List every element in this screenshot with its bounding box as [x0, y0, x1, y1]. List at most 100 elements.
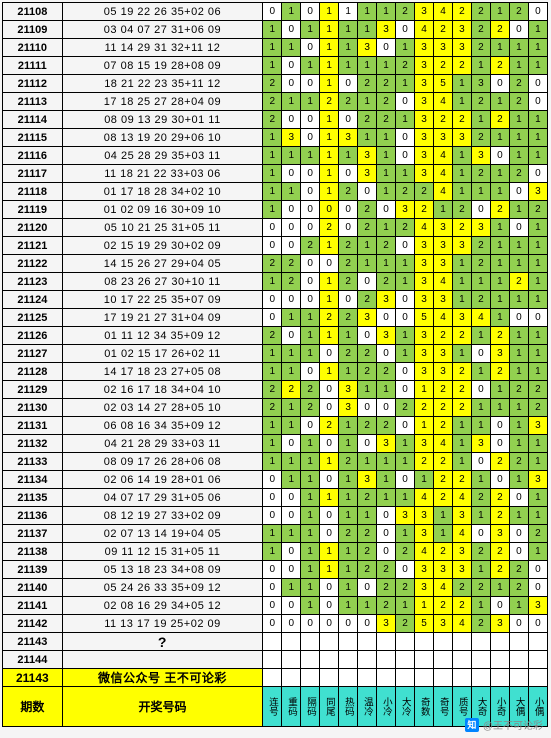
- stat-cell: 0: [377, 507, 396, 525]
- stat-cell: 3: [339, 399, 358, 417]
- stat-cell: 1: [282, 39, 301, 57]
- stat-cell: 0: [339, 201, 358, 219]
- stat-cell: 1: [528, 363, 547, 381]
- stat-cell: 0: [339, 111, 358, 129]
- stat-cell: 2: [452, 327, 471, 345]
- stat-cell: 2: [377, 417, 396, 435]
- stat-cell: [471, 651, 490, 669]
- header-draw: 开奖号码: [62, 687, 263, 727]
- stat-cell: 1: [452, 147, 471, 165]
- stat-cell: 3: [434, 129, 453, 147]
- stat-cell: 3: [452, 129, 471, 147]
- stat-cell: 0: [490, 471, 509, 489]
- stat-cell: 3: [415, 129, 434, 147]
- stat-cell: 1: [320, 3, 339, 21]
- stat-cell: 1: [301, 453, 320, 471]
- data-row: 2111901 02 09 16 30+09 10100002032120212: [3, 201, 548, 219]
- stat-cell: 1: [471, 363, 490, 381]
- stat-cell: [282, 669, 301, 687]
- stat-cell: 2: [358, 345, 377, 363]
- stat-cell: 0: [509, 309, 528, 327]
- stat-cell: 2: [396, 615, 415, 633]
- stat-cell: 0: [282, 543, 301, 561]
- stat-cell: 2: [434, 417, 453, 435]
- stat-cell: 2: [509, 75, 528, 93]
- stat-cell: [377, 633, 396, 651]
- stat-cell: 0: [263, 579, 282, 597]
- stat-cell: 0: [301, 615, 320, 633]
- stat-cell: 2: [490, 57, 509, 75]
- stat-cell: 1: [471, 507, 490, 525]
- period-id: 21126: [3, 327, 63, 345]
- stat-cell: 0: [320, 255, 339, 273]
- data-row: 2113106 08 16 34 35+09 12110212201211013: [3, 417, 548, 435]
- stat-cell: 2: [509, 273, 528, 291]
- draw-numbers: 10 17 22 25 35+07 09: [62, 291, 263, 309]
- stat-cell: 1: [396, 525, 415, 543]
- stat-cell: 1: [263, 453, 282, 471]
- stat-cell: 1: [471, 183, 490, 201]
- stat-cell: 1: [528, 453, 547, 471]
- stat-cell: 2: [358, 75, 377, 93]
- stat-cell: 0: [490, 435, 509, 453]
- stat-cell: 2: [434, 453, 453, 471]
- period-id: 21108: [3, 3, 63, 21]
- stat-cell: 1: [528, 219, 547, 237]
- stat-cell: 2: [377, 273, 396, 291]
- stat-cell: 0: [301, 291, 320, 309]
- stat-cell: 4: [434, 579, 453, 597]
- stat-cell: 3: [528, 597, 547, 615]
- stat-cell: 1: [282, 309, 301, 327]
- stat-cell: 1: [452, 417, 471, 435]
- stat-cell: 0: [301, 417, 320, 435]
- stat-cell: 1: [452, 75, 471, 93]
- stat-cell: 1: [263, 525, 282, 543]
- stat-cell: 1: [528, 21, 547, 39]
- stat-cell: 1: [263, 39, 282, 57]
- stat-cell: 1: [471, 273, 490, 291]
- stat-cell: [282, 651, 301, 669]
- period-id: 21129: [3, 381, 63, 399]
- stat-cell: 1: [528, 129, 547, 147]
- stat-cell: 0: [490, 597, 509, 615]
- stat-cell: 0: [396, 147, 415, 165]
- stat-cell: 0: [396, 237, 415, 255]
- stat-cell: 1: [490, 183, 509, 201]
- data-row: 2113402 06 14 19 28+01 06011013101221013: [3, 471, 548, 489]
- data-row: 2113002 03 14 27 28+05 10212030022221112: [3, 399, 548, 417]
- stat-cell: 2: [339, 255, 358, 273]
- stat-cell: 1: [490, 399, 509, 417]
- period-id: 21137: [3, 525, 63, 543]
- stat-cell: 2: [320, 219, 339, 237]
- period-id: 21115: [3, 129, 63, 147]
- stat-cell: 1: [452, 183, 471, 201]
- stat-cell: 1: [396, 597, 415, 615]
- draw-numbers: 05 24 26 33 35+09 12: [62, 579, 263, 597]
- stat-cell: 2: [282, 381, 301, 399]
- draw-numbers: 05 10 21 25 31+05 11: [62, 219, 263, 237]
- stat-cell: 2: [358, 363, 377, 381]
- stat-cell: 1: [263, 57, 282, 75]
- stat-cell: 1: [339, 147, 358, 165]
- stat-cell: 3: [377, 21, 396, 39]
- stat-cell: 1: [339, 327, 358, 345]
- data-row: 21144: [3, 651, 548, 669]
- stat-cell: 0: [509, 21, 528, 39]
- stat-cell: 3: [528, 183, 547, 201]
- stat-cell: 2: [528, 399, 547, 417]
- stat-cell: 4: [415, 219, 434, 237]
- stat-cell: 3: [415, 75, 434, 93]
- stat-cell: 1: [282, 3, 301, 21]
- stat-cell: 1: [282, 345, 301, 363]
- stat-cell: 0: [490, 75, 509, 93]
- stat-cell: 3: [358, 309, 377, 327]
- stat-cell: 3: [339, 381, 358, 399]
- stat-cell: 1: [490, 3, 509, 21]
- stat-cell: 2: [263, 93, 282, 111]
- header-stat: 同尾: [320, 687, 339, 727]
- stat-cell: 2: [509, 579, 528, 597]
- stat-cell: 1: [339, 579, 358, 597]
- stat-cell: [490, 633, 509, 651]
- period-id: 21110: [3, 39, 63, 57]
- stat-cell: 2: [471, 579, 490, 597]
